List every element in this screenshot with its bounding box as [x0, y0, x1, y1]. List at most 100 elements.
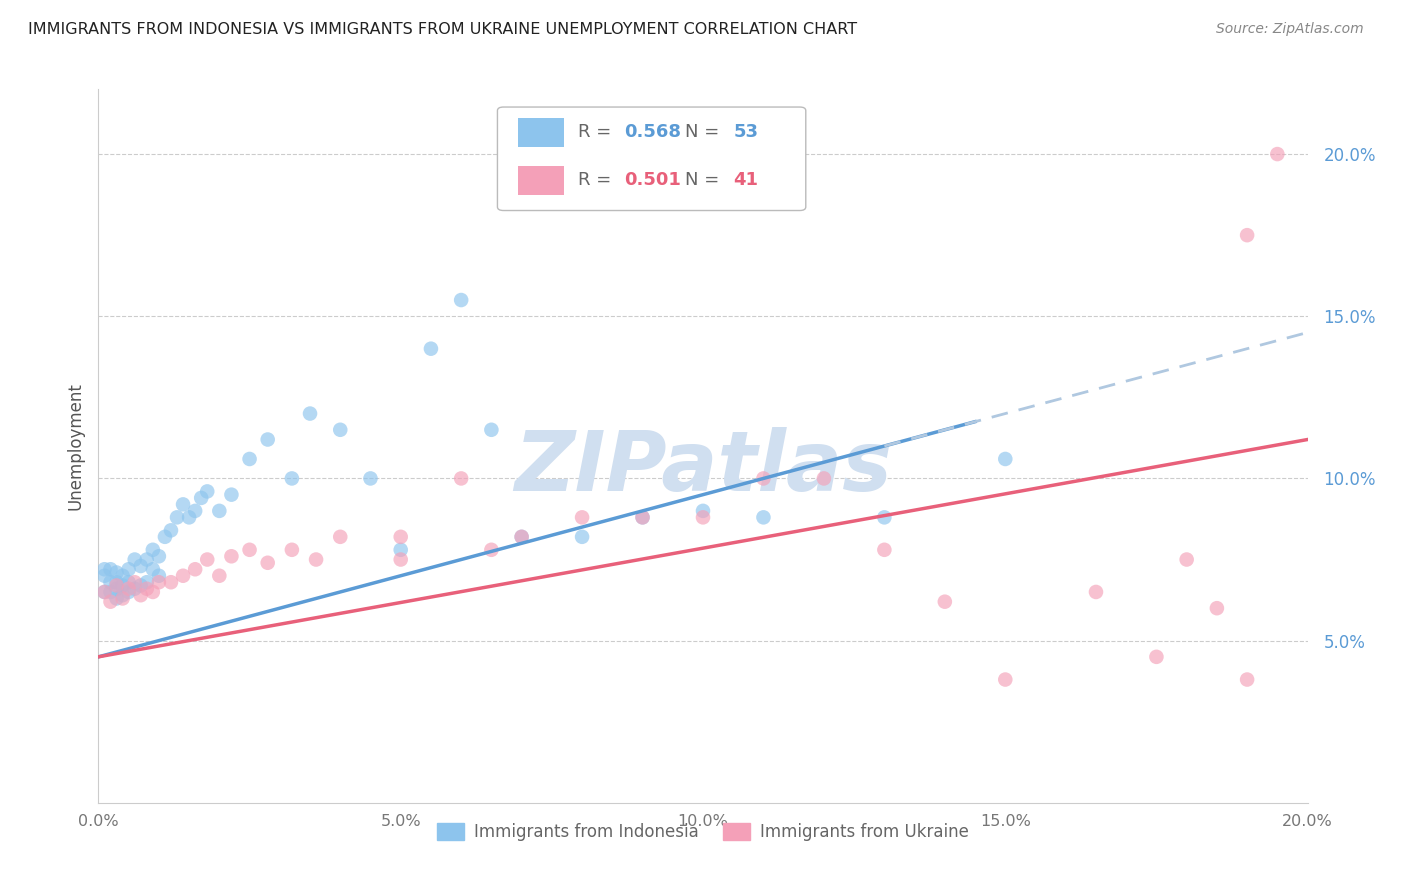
Point: [450, 471, 472, 485]
Point: [692, 504, 714, 518]
Point: [389, 542, 412, 557]
Point: [100, 562, 122, 576]
Point: [153, 530, 176, 544]
Point: [148, 575, 170, 590]
Text: N =: N =: [685, 123, 725, 141]
Point: [692, 510, 714, 524]
Point: [934, 595, 956, 609]
Point: [239, 542, 262, 557]
Point: [389, 552, 412, 566]
Point: [994, 452, 1017, 467]
Text: R =: R =: [578, 171, 617, 189]
Point: [93, 568, 115, 582]
Point: [389, 530, 412, 544]
Point: [93, 585, 115, 599]
Text: 0.568: 0.568: [624, 123, 682, 141]
Point: [105, 582, 128, 596]
Point: [111, 568, 134, 582]
Point: [105, 578, 128, 592]
Point: [256, 556, 278, 570]
Point: [184, 562, 207, 576]
Point: [129, 578, 152, 592]
Point: [281, 471, 304, 485]
Point: [160, 575, 183, 590]
Point: [571, 510, 593, 524]
Point: [129, 559, 152, 574]
Point: [118, 582, 141, 596]
Point: [1175, 552, 1198, 566]
Point: [208, 504, 231, 518]
Point: [100, 595, 122, 609]
Point: [184, 504, 207, 518]
Point: [281, 542, 304, 557]
Point: [420, 342, 443, 356]
Point: [752, 471, 775, 485]
Point: [256, 433, 278, 447]
Point: [631, 510, 654, 524]
Point: [93, 585, 115, 599]
Point: [118, 575, 141, 590]
Point: [1236, 228, 1258, 243]
Point: [571, 530, 593, 544]
FancyBboxPatch shape: [517, 118, 564, 146]
Point: [105, 575, 128, 590]
Point: [124, 552, 146, 566]
Point: [195, 484, 218, 499]
Text: R =: R =: [578, 123, 617, 141]
Point: [450, 293, 472, 307]
Text: ZIPatlas: ZIPatlas: [515, 427, 891, 508]
Legend: Immigrants from Indonesia, Immigrants from Ukraine: Immigrants from Indonesia, Immigrants fr…: [430, 816, 976, 848]
Point: [142, 562, 165, 576]
Point: [111, 588, 134, 602]
Point: [299, 407, 322, 421]
Point: [329, 423, 352, 437]
FancyBboxPatch shape: [498, 107, 806, 211]
Text: IMMIGRANTS FROM INDONESIA VS IMMIGRANTS FROM UKRAINE UNEMPLOYMENT CORRELATION CH: IMMIGRANTS FROM INDONESIA VS IMMIGRANTS …: [28, 22, 858, 37]
Point: [105, 566, 128, 580]
Point: [148, 568, 170, 582]
Text: 53: 53: [734, 123, 758, 141]
Point: [111, 591, 134, 606]
Text: N =: N =: [685, 171, 725, 189]
Point: [100, 585, 122, 599]
Point: [1085, 585, 1108, 599]
Point: [329, 530, 352, 544]
Point: [510, 530, 533, 544]
Point: [994, 673, 1017, 687]
Point: [135, 582, 157, 596]
Point: [221, 549, 243, 564]
Point: [124, 582, 146, 596]
Point: [481, 542, 503, 557]
Point: [510, 530, 533, 544]
Point: [142, 542, 165, 557]
Point: [93, 562, 115, 576]
Point: [172, 497, 194, 511]
Point: [142, 585, 165, 599]
Point: [195, 552, 218, 566]
Point: [148, 549, 170, 564]
Point: [135, 575, 157, 590]
Point: [752, 510, 775, 524]
Point: [179, 510, 201, 524]
Y-axis label: Unemployment: Unemployment: [66, 382, 84, 510]
Point: [111, 578, 134, 592]
Point: [631, 510, 654, 524]
Point: [208, 568, 231, 582]
Point: [172, 568, 194, 582]
Text: 0.501: 0.501: [624, 171, 682, 189]
Point: [105, 591, 128, 606]
Point: [129, 588, 152, 602]
Point: [221, 488, 243, 502]
Point: [873, 510, 896, 524]
Point: [360, 471, 382, 485]
FancyBboxPatch shape: [517, 166, 564, 194]
Text: 41: 41: [734, 171, 758, 189]
Point: [118, 562, 141, 576]
Text: Source: ZipAtlas.com: Source: ZipAtlas.com: [1216, 22, 1364, 37]
Point: [160, 524, 183, 538]
Point: [1144, 649, 1167, 664]
Point: [1206, 601, 1229, 615]
Point: [135, 552, 157, 566]
Point: [1267, 147, 1289, 161]
Point: [100, 575, 122, 590]
